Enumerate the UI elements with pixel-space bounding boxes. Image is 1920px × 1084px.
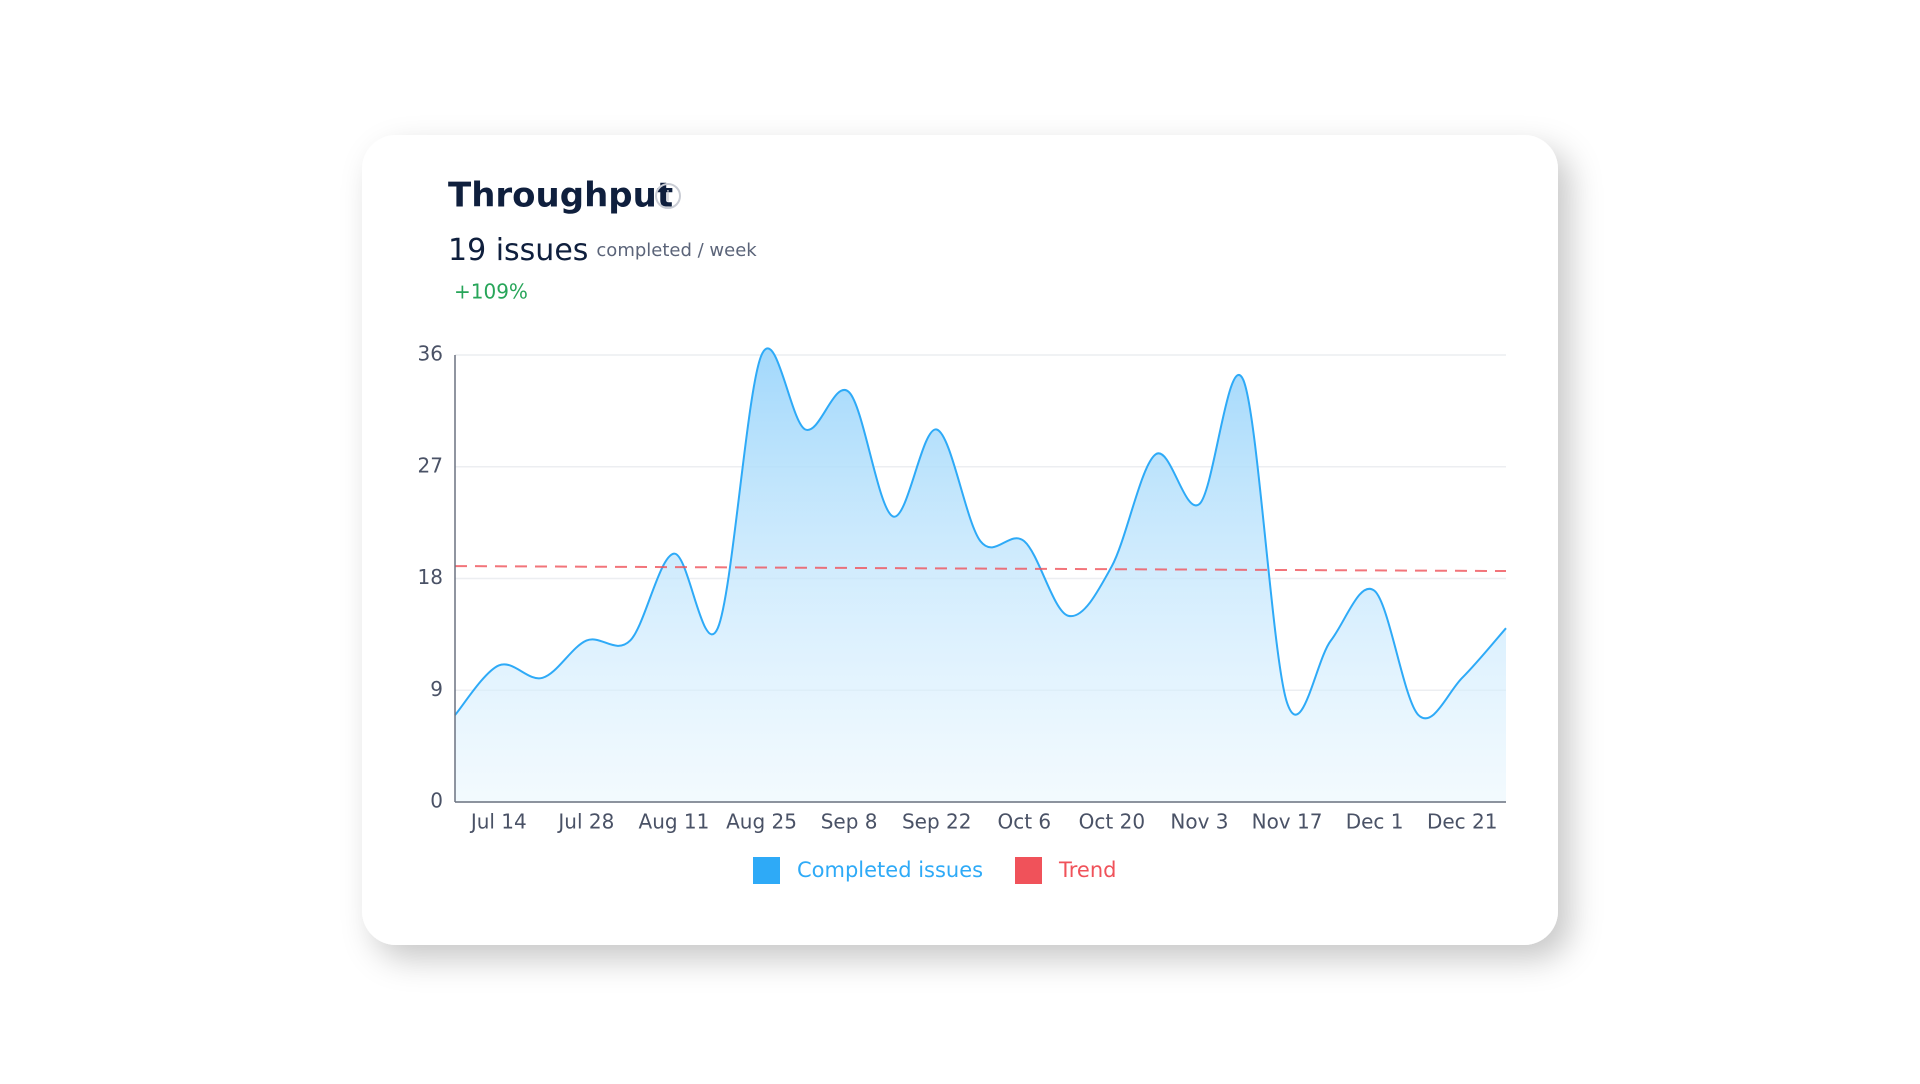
y-tick-label: 36 (418, 342, 443, 366)
change: +109% (454, 280, 528, 304)
x-tick-label: Oct 20 (1079, 810, 1145, 834)
x-tick-label: Jul 28 (556, 810, 614, 834)
x-tick-label: Nov 3 (1170, 810, 1228, 834)
title: Throughput (448, 176, 673, 216)
x-tick-label: Dec 21 (1427, 810, 1498, 834)
info-icon[interactable]: i (655, 183, 681, 209)
y-tick-label: 27 (418, 453, 443, 477)
legend-label: Completed issues (797, 858, 983, 882)
x-tick-label: Dec 1 (1346, 810, 1404, 834)
legend-swatch (1015, 857, 1042, 884)
legend-label: Trend (1058, 858, 1116, 882)
metric: 19 issues completed / week (448, 233, 757, 268)
metric-value: 19 issues (448, 233, 588, 268)
area-line (454, 347, 1507, 720)
x-tick-label: Jul 14 (469, 810, 527, 834)
svg-text:i: i (666, 188, 670, 206)
metric-unit: completed / week (596, 240, 757, 261)
x-tick-label: Sep 22 (902, 810, 972, 834)
x-tick-label: Oct 6 (997, 810, 1051, 834)
x-tick-label: Aug 11 (639, 810, 710, 834)
trend-line (454, 565, 1507, 573)
legend-swatch (753, 857, 780, 884)
y-tick-label: 18 (418, 565, 443, 589)
y-tick-label: 0 (430, 789, 443, 813)
x-tick-label: Aug 25 (726, 810, 797, 834)
area-fill (455, 348, 1506, 802)
y-tick-label: 9 (430, 677, 443, 701)
x-tick-label: Sep 8 (821, 810, 878, 834)
x-tick-label: Nov 17 (1252, 810, 1323, 834)
